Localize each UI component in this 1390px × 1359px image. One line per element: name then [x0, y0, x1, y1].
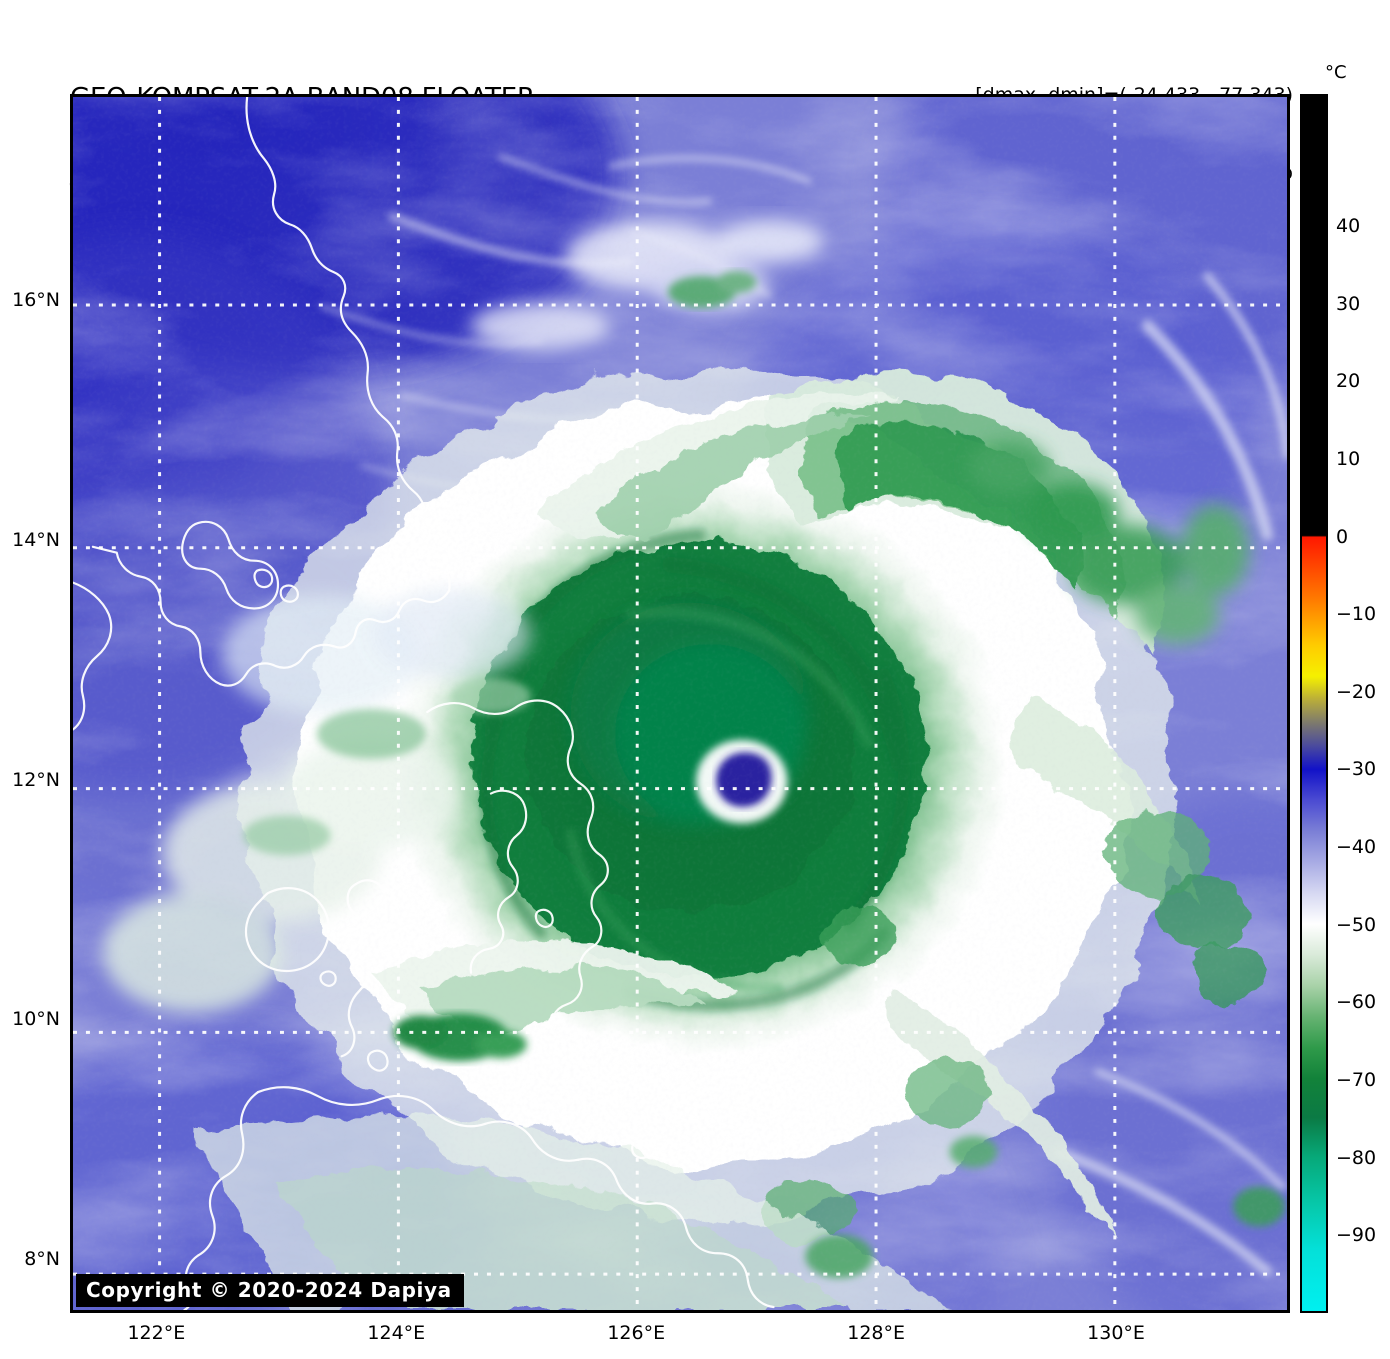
colorbar-tick--20: −20: [1336, 680, 1377, 703]
longitude-tick-124: 124°E: [367, 1322, 426, 1344]
map-gridlines: [73, 97, 1287, 1310]
colorbar-tick--40: −40: [1336, 836, 1377, 859]
colorbar-gradient: [1302, 96, 1326, 1311]
temperature-colorbar[interactable]: [1300, 94, 1328, 1313]
colorbar-tick-40: 40: [1336, 214, 1361, 237]
colorbar-tick--50: −50: [1336, 913, 1377, 936]
satellite-infrared-raster: [73, 97, 1287, 1310]
colorbar-tick--90: −90: [1336, 1224, 1377, 1247]
latitude-tick-12: 12°N: [12, 768, 60, 791]
satellite-image-plot[interactable]: Copyright © 2020-2024 Dapiya: [70, 94, 1290, 1313]
longitude-tick-130: 130°E: [1087, 1322, 1145, 1344]
longitude-tick-122: 122°E: [127, 1322, 186, 1344]
colorbar-tick--60: −60: [1336, 991, 1377, 1014]
colorbar-tick-30: 30: [1336, 292, 1361, 315]
longitude-tick-126: 126°E: [607, 1322, 666, 1344]
latitude-tick-10: 10°N: [12, 1008, 60, 1031]
colorbar-tick-0: 0: [1336, 525, 1349, 548]
latitude-tick-16: 16°N: [12, 289, 60, 312]
latitude-tick-14: 14°N: [12, 528, 60, 551]
colorbar-tick--30: −30: [1336, 758, 1377, 781]
colorbar-tick-20: 20: [1336, 370, 1361, 393]
latitude-tick-8: 8°N: [24, 1248, 60, 1271]
copyright-notice: Copyright © 2020-2024 Dapiya: [76, 1274, 464, 1307]
colorbar-unit-label: °C: [1325, 62, 1347, 83]
longitude-tick-128: 128°E: [847, 1322, 906, 1344]
colorbar-tick--80: −80: [1336, 1146, 1377, 1169]
colorbar-tick--10: −10: [1336, 603, 1377, 626]
colorbar-tick-10: 10: [1336, 447, 1361, 470]
colorbar-tick--70: −70: [1336, 1069, 1377, 1092]
